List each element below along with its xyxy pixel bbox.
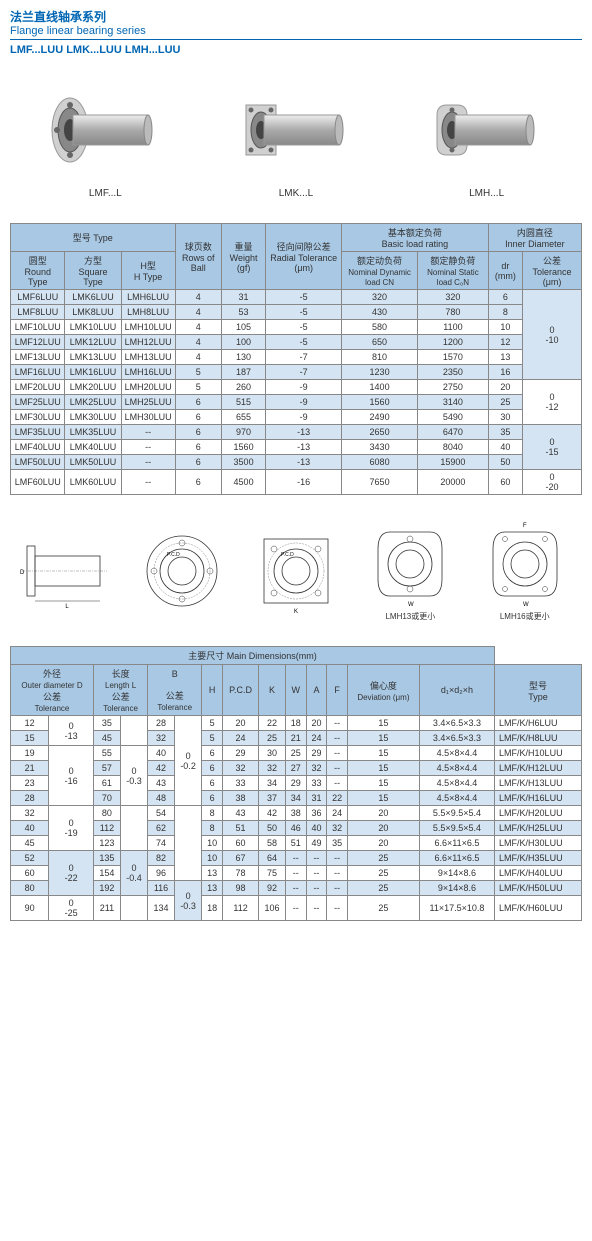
table-row: 401126285150464032205.5×9.5×5.4LMF/K/H25… bbox=[11, 821, 582, 836]
subtitle: LMF...LUU LMK...LUU LMH...LUU bbox=[10, 44, 582, 56]
table-row: 900 -2521113418112106------2511×17.5×10.… bbox=[11, 896, 582, 921]
table-row: LMF20LUULMK20LUULMH20LUU5260-91400275020… bbox=[11, 380, 582, 395]
bearing-lmf-icon bbox=[45, 80, 165, 180]
side-view-diagram: L D bbox=[17, 526, 117, 616]
round-flange-diagram: P.C.D bbox=[132, 526, 232, 616]
table-row: LMF35LUULMK35LUU--6970-1326506470350 -15 bbox=[11, 425, 582, 440]
table-row: 320 -19805484342383624205.5×9.5×5.4LMF/K… bbox=[11, 806, 582, 821]
table-row: 520 -221350 -0.482106764------256.6×11×6… bbox=[11, 851, 582, 866]
svg-text:F: F bbox=[523, 523, 527, 529]
svg-text:D: D bbox=[20, 570, 25, 576]
table-row: LMF40LUULMK40LUU--61560-133430804040 bbox=[11, 440, 582, 455]
th-type: 型号 Type bbox=[11, 224, 176, 252]
table-row: LMF16LUULMK16LUULMH16LUU5187-71230235016 bbox=[11, 365, 582, 380]
table-row: LMF60LUULMK60LUU--64500-16765020000600 -… bbox=[11, 470, 582, 495]
bearing-lmk-icon bbox=[236, 80, 356, 180]
svg-text:K: K bbox=[294, 609, 298, 615]
product-images-row: LMF...L LMK...L bbox=[0, 60, 592, 219]
table-row: LMF8LUULMK8LUULMH8LUU453-54307808 bbox=[11, 305, 582, 320]
table-row: 801921160 -0.3139892------259×14×8.6LMF/… bbox=[11, 881, 582, 896]
table-row: LMF13LUULMK13LUULMH13LUU4130-7810157013 bbox=[11, 350, 582, 365]
specifications-table-1: 型号 Type 球页数Rows of Ball 重量Weight (gf) 径向… bbox=[10, 223, 582, 495]
table-row: 6015496137875------259×14×8.6LMF/K/H40LU… bbox=[11, 866, 582, 881]
table-row: 236143633342933--154.5×8×4.4LMF/K/H13LUU bbox=[11, 776, 582, 791]
h-flange-large-diagram: W F bbox=[475, 519, 575, 609]
product-lmk: LMK...L bbox=[236, 80, 356, 199]
svg-text:P.C.D: P.C.D bbox=[281, 552, 294, 558]
table-row: 4512374106058514935206.6×11×6.5LMF/K/H30… bbox=[11, 836, 582, 851]
table-row: LMF30LUULMK30LUULMH30LUU6655-92490549030 bbox=[11, 410, 582, 425]
table-row: LMF6LUULMK6LUULMH6LUU431-532032060 -10 bbox=[11, 290, 582, 305]
table-row: 28704863837343122154.5×8×4.4LMF/K/H16LUU bbox=[11, 791, 582, 806]
table-row: LMF12LUULMK12LUULMH12LUU4100-5650120012 bbox=[11, 335, 582, 350]
table-row: 190 -16550 -0.340629302529--154.5×8×4.4L… bbox=[11, 746, 582, 761]
dimensions-table-2: 主要尺寸 Main Dimensions(mm) 外径Outer diamete… bbox=[10, 646, 582, 921]
table-row: 154532524252124--153.4×6.5×3.3LMF/K/H8LU… bbox=[11, 731, 582, 746]
bearing-lmh-icon bbox=[427, 80, 547, 180]
table-row: 215742632322732--154.5×8×4.4LMF/K/H12LUU bbox=[11, 761, 582, 776]
svg-text:W: W bbox=[408, 602, 414, 608]
table-row: LMF50LUULMK50LUU--63500-1360801590050 bbox=[11, 455, 582, 470]
table-row: 120 -1335280 -0.2520221820--153.4×6.5×3.… bbox=[11, 716, 582, 731]
technical-diagrams-row: L D P.C.D P.C.D K W LMH13或更小 bbox=[0, 499, 592, 642]
svg-text:P.C.D: P.C.D bbox=[167, 552, 180, 558]
h-flange-small-diagram: W bbox=[360, 519, 460, 609]
table-row: LMF25LUULMK25LUULMH25LUU6515-91560314025 bbox=[11, 395, 582, 410]
title-chinese: 法兰直线轴承系列 bbox=[10, 8, 582, 25]
table-row: LMF10LUULMK10LUULMH10LUU4105-5580110010 bbox=[11, 320, 582, 335]
product-lmf: LMF...L bbox=[45, 80, 165, 199]
page-header: 法兰直线轴承系列 Flange linear bearing series LM… bbox=[0, 0, 592, 60]
svg-text:W: W bbox=[523, 602, 529, 608]
product-lmh: LMH...L bbox=[427, 80, 547, 199]
svg-text:L: L bbox=[66, 604, 70, 610]
square-flange-diagram: P.C.D K bbox=[246, 526, 346, 616]
title-english: Flange linear bearing series bbox=[10, 25, 582, 37]
